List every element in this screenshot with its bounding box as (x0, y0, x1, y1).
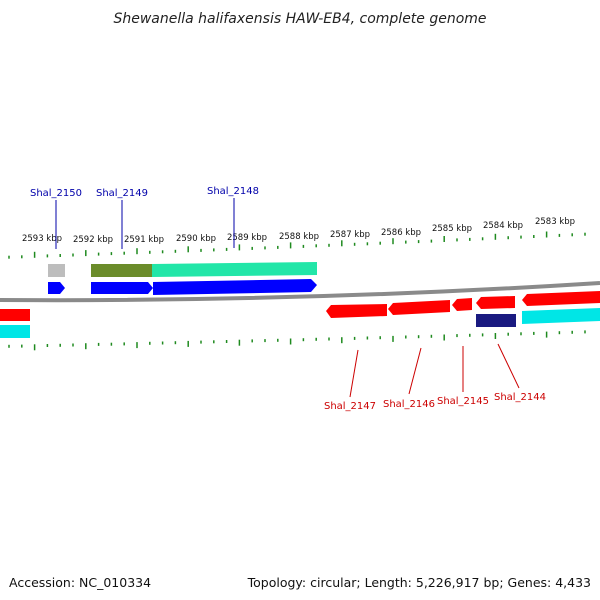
gene-label[interactable]: Shal_2146 (383, 399, 435, 410)
ruler-label: 2587 kbp (330, 230, 370, 240)
upper-tick-row (8, 231, 586, 259)
gene-label[interactable]: Shal_2149 (96, 188, 148, 199)
genome-backbone (0, 281, 600, 303)
lower-gene-labels: Shal_2147 Shal_2146 Shal_2145 Shal_2144 (324, 343, 546, 412)
cds-arrow-forward[interactable] (91, 282, 153, 294)
ruler-label: 2590 kbp (176, 234, 216, 244)
gene-label-leader (349, 349, 359, 398)
cds-arrow-forward[interactable] (153, 279, 317, 295)
cds-arrow-reverse[interactable] (388, 300, 450, 315)
lower-tick-row (8, 330, 586, 351)
ruler-label: 2584 kbp (483, 221, 523, 231)
accession-text: Accession: NC_010334 (9, 575, 151, 590)
gene-label[interactable]: Shal_2147 (324, 401, 376, 412)
ruler-label: 2592 kbp (73, 235, 113, 245)
cog-segment-grey[interactable] (48, 264, 65, 277)
upper-gene-labels: Shal_2150 Shal_2149 Shal_2148 (30, 186, 259, 249)
cds-arrow-reverse[interactable] (522, 291, 600, 306)
forward-cds-track (48, 279, 317, 295)
ruler-label: 2585 kbp (432, 224, 472, 234)
ruler-label: 2591 kbp (124, 235, 164, 245)
cog-segment-olive[interactable] (91, 264, 152, 277)
cog-track-lower (0, 308, 600, 338)
ruler-labels: 2593 kbp 2592 kbp 2591 kbp 2590 kbp 2589… (22, 217, 575, 245)
cds-arrow-forward[interactable] (48, 282, 65, 294)
ruler-label: 2586 kbp (381, 228, 421, 238)
gene-label[interactable]: Shal_2145 (437, 396, 489, 407)
gene-label[interactable]: Shal_2144 (494, 392, 546, 403)
ruler-label: 2588 kbp (279, 232, 319, 242)
ruler-label: 2589 kbp (227, 233, 267, 243)
cog-segment-cyan[interactable] (522, 308, 600, 324)
cds-arrow-reverse[interactable] (476, 296, 515, 309)
reverse-cds-track (0, 291, 600, 321)
cog-segment-cyan[interactable] (0, 325, 30, 338)
genome-summary-text: Topology: circular; Length: 5,226,917 bp… (247, 575, 591, 590)
cds-arrow-reverse[interactable] (452, 298, 472, 311)
ruler-label: 2593 kbp (22, 234, 62, 244)
cds-arrow-reverse[interactable] (0, 309, 30, 321)
gene-label[interactable]: Shal_2148 (207, 186, 259, 197)
cds-arrow-reverse[interactable] (326, 304, 387, 318)
ruler-label: 2583 kbp (535, 217, 575, 227)
cog-segment-green[interactable] (152, 262, 317, 277)
cog-track-upper (48, 262, 317, 277)
gene-label[interactable]: Shal_2150 (30, 188, 82, 199)
gene-label-leader (497, 343, 520, 389)
cog-segment-navy[interactable] (476, 314, 516, 327)
map-title: Shewanella halifaxensis HAW-EB4, complet… (113, 11, 486, 27)
gene-label-leader (408, 347, 422, 395)
